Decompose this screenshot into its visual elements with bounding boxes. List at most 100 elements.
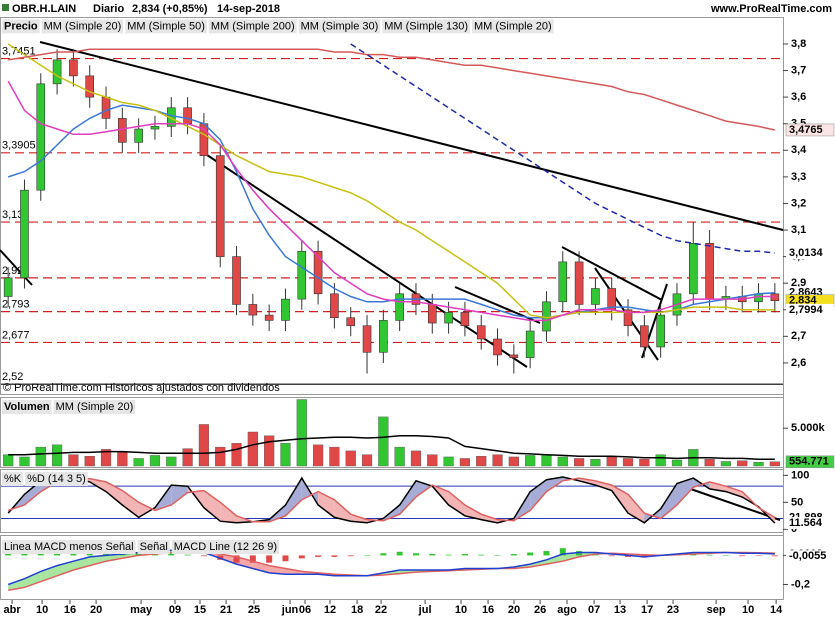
candle-body (215, 155, 225, 257)
volume-bar (753, 462, 764, 467)
legend-entry: MM (Simple 30) (301, 20, 379, 32)
candle-body (460, 312, 470, 327)
stoch-fill (24, 480, 41, 505)
histogram-bar (364, 555, 371, 556)
candle-body (183, 107, 192, 125)
volume-bar (84, 455, 95, 467)
histogram-bar (739, 555, 746, 557)
volume-bar (492, 454, 503, 467)
candle-body (640, 325, 649, 348)
x-tick-label: abr (4, 604, 22, 616)
line (7, 476, 776, 524)
macd-fill (24, 571, 41, 588)
legend-bg (125, 19, 207, 34)
value-label: -0,0055 (789, 550, 826, 562)
histogram-bar (380, 553, 387, 556)
candle-body (281, 298, 290, 321)
stoch-fill (481, 514, 498, 523)
macd-fill (562, 552, 580, 562)
line (8, 551, 775, 592)
stoch-fill (725, 486, 743, 497)
legend-bg (298, 19, 381, 34)
x-tick-label: jul (418, 604, 432, 616)
header: OBR.H.LAIN Diario 2,834 (+0,85%) 14-sep-… (2, 3, 832, 15)
legend-entry: MACD Line (12 26 9) (174, 541, 277, 553)
volume-bar (459, 458, 471, 467)
volume-bar (671, 459, 683, 467)
stoch-fill (334, 499, 351, 522)
line (7, 80, 775, 322)
volume-bar (639, 459, 650, 467)
x-tick-label: 13 (614, 604, 626, 616)
note: © ProRealTime.com Historicos ajustados c… (3, 382, 280, 394)
value-label: 554.771 (789, 456, 829, 468)
macd-fill (89, 555, 106, 566)
level-label: 2,52 (2, 371, 23, 383)
volume-bar (541, 454, 552, 467)
candle-body (3, 277, 13, 297)
legend-entry: MM (Simple 20) (56, 401, 134, 413)
candle-body (313, 250, 323, 295)
candle-body (20, 189, 29, 279)
candle-body (134, 128, 143, 143)
legend-entry: MM (Simple 20) (44, 20, 122, 32)
y-tick-label: 2,7 (791, 330, 806, 342)
date: 14-sep-2018 (217, 3, 280, 15)
histogram-bar (494, 555, 501, 556)
candle-body (118, 118, 127, 143)
volume-bar (133, 458, 144, 467)
x-tick-label: 20 (508, 604, 520, 616)
x-tick-label: 07 (588, 604, 600, 616)
volume-bar (3, 454, 14, 467)
histogram-bar (445, 554, 452, 556)
candle-body (232, 256, 241, 305)
x-tick-label: may (130, 604, 153, 616)
stoch-fill (106, 481, 123, 505)
macd-fill (252, 561, 270, 573)
candle-body (395, 293, 404, 321)
candle-body (542, 301, 551, 332)
stoch-fill (350, 514, 367, 523)
macd-fill (40, 565, 58, 582)
legend-entry: %K (4, 473, 22, 485)
histogram-bar (706, 554, 713, 556)
histogram-bar (266, 555, 273, 563)
volume-bar (329, 446, 340, 467)
stoch-fill (628, 494, 645, 523)
x-tick-label: sep (707, 604, 726, 616)
x-tick-label: ago (557, 604, 577, 616)
stoch-fill (530, 479, 547, 511)
trendlines (0, 41, 784, 521)
line (8, 48, 775, 131)
candle-body (705, 243, 714, 300)
trendline (0, 249, 33, 286)
histogram-bar (315, 555, 322, 557)
volume-bar (769, 461, 780, 467)
candle-body (525, 330, 535, 358)
trendline (681, 485, 781, 521)
candle-body (574, 261, 584, 305)
volume-bar (655, 454, 666, 467)
volume-bar (247, 431, 258, 467)
legend-bg (137, 540, 170, 554)
legend-bg (2, 400, 52, 414)
volume-bar (313, 444, 324, 467)
volume-bar (410, 450, 422, 467)
volume-bar (19, 456, 30, 467)
volume-bar (182, 448, 193, 467)
candle-body (362, 325, 372, 353)
legend-bg (53, 400, 136, 414)
value-label: 11.564 (789, 517, 823, 529)
stoch-fill (595, 480, 612, 491)
x-tick-label: 10 (455, 604, 467, 616)
x-tick-label: 17 (641, 604, 653, 616)
value-label: 3,0134 (789, 247, 824, 259)
y-tick-label: -0,2 (791, 578, 810, 590)
legend-entry: Linea MACD menos Señal (4, 541, 134, 553)
volume-bar (198, 424, 209, 467)
volume-bar (606, 456, 617, 467)
histogram-bar (722, 555, 729, 556)
volume-bar (394, 446, 405, 467)
y-tick-label: 3,1 (791, 224, 806, 236)
